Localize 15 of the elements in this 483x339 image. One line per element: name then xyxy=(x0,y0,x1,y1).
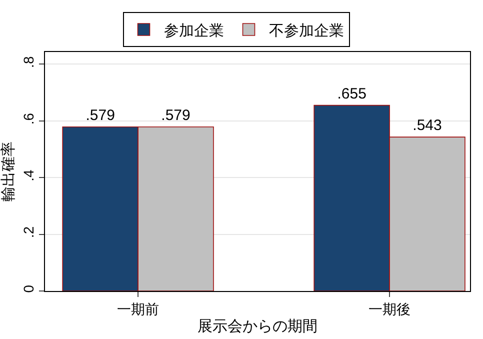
legend-label: 不参加企業 xyxy=(268,22,344,40)
data-label: .543 xyxy=(412,117,442,134)
x-tick-label: 一期後 xyxy=(368,300,411,317)
y-tick-label: 0 xyxy=(20,284,36,293)
y-tick-label: .8 xyxy=(20,56,36,68)
data-label: .655 xyxy=(337,85,366,102)
y-tick-label: .2 xyxy=(20,226,36,238)
data-label: .579 xyxy=(161,106,190,124)
data-label: .579 xyxy=(86,106,115,124)
legend-label: 参加企業 xyxy=(164,22,224,40)
x-tick-label: 一期前 xyxy=(117,300,160,317)
x-axis-title: 展示会からの期間 xyxy=(198,318,318,335)
y-tick-label: .6 xyxy=(20,112,36,125)
y-axis-title: 輸出確率 xyxy=(0,142,17,202)
y-tick-label: .4 xyxy=(20,169,36,182)
